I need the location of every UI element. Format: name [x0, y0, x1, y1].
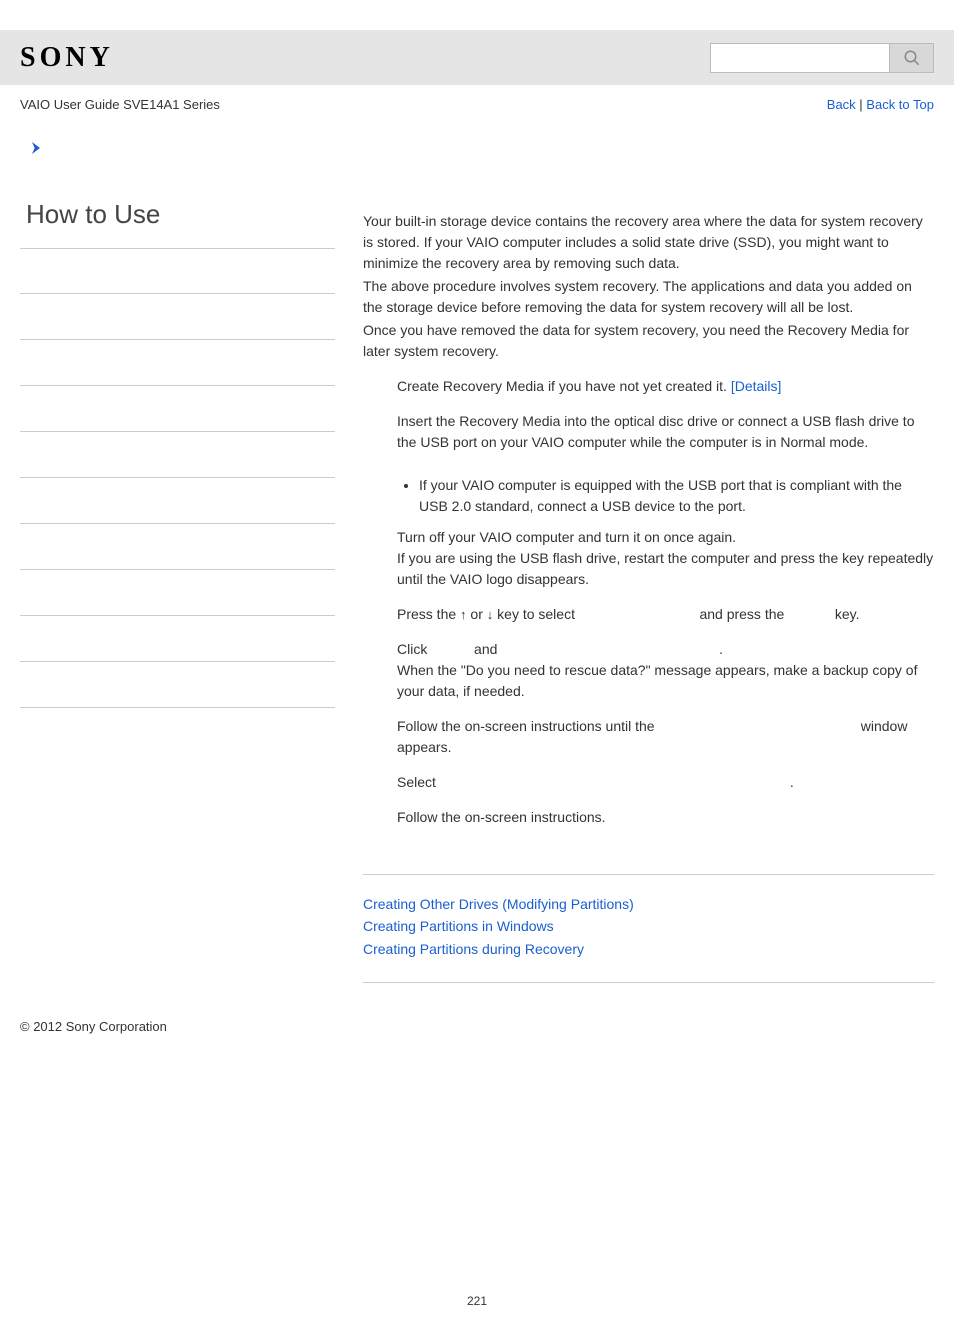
sidebar-list: [20, 248, 335, 708]
step-text: or: [467, 606, 487, 622]
sidebar-item[interactable]: [20, 248, 335, 294]
footer: © 2012 Sony Corporation: [0, 983, 954, 1034]
step-text: key.: [831, 606, 860, 622]
chevron-row: [0, 112, 954, 159]
intro-para: Once you have removed the data for syste…: [363, 320, 934, 362]
search-icon: [903, 49, 921, 67]
step-text: Click: [397, 641, 431, 657]
sidebar-item[interactable]: [20, 432, 335, 478]
step: Follow the on-screen instructions until …: [363, 712, 934, 768]
sub-bullet-item: If your VAIO computer is equipped with t…: [419, 473, 934, 519]
sidebar-item[interactable]: [20, 570, 335, 616]
chevron-right-icon: [28, 140, 44, 156]
search-wrap: [710, 43, 934, 73]
details-link[interactable]: [Details]: [731, 378, 782, 394]
sidebar-heading: How to Use: [20, 199, 335, 230]
step: Select .: [363, 768, 934, 803]
step: Create Recovery Media if you have not ye…: [363, 372, 934, 407]
related-links: Creating Other Drives (Modifying Partiti…: [363, 893, 934, 960]
sidebar-item[interactable]: [20, 616, 335, 662]
step: Follow the on-screen instructions.: [363, 803, 934, 838]
related-link[interactable]: Creating Other Drives (Modifying Partiti…: [363, 893, 934, 915]
content: Your built-in storage device contains th…: [335, 159, 934, 983]
subheader: VAIO User Guide SVE14A1 Series Back | Ba…: [0, 85, 954, 112]
step: Press the ↑ or ↓ key to select and press…: [363, 600, 934, 635]
step-text: Press the: [397, 606, 460, 622]
step: Click and . When the "Do you need to res…: [363, 635, 934, 712]
copyright: © 2012 Sony Corporation: [20, 1019, 167, 1034]
nav-links: Back | Back to Top: [827, 97, 934, 112]
sony-logo: SONY: [20, 42, 114, 74]
sub-bullet-list: If your VAIO computer is equipped with t…: [419, 473, 934, 519]
sidebar: How to Use: [20, 159, 335, 983]
step-text: Select: [397, 774, 440, 790]
breadcrumb: VAIO User Guide SVE14A1 Series: [20, 97, 220, 112]
step-gap: [431, 641, 470, 657]
sidebar-item[interactable]: [20, 478, 335, 524]
step-line: Turn off your VAIO computer and turn it …: [397, 527, 934, 548]
step-gap: [788, 606, 831, 622]
step-gap: [440, 774, 790, 790]
step-text: .: [719, 641, 723, 657]
step-text: .: [790, 774, 794, 790]
header-bar: SONY: [0, 30, 954, 85]
step-list: Create Recovery Media if you have not ye…: [363, 372, 934, 838]
step-line: If you are using the USB flash drive, re…: [397, 548, 934, 590]
back-link[interactable]: Back: [827, 97, 856, 112]
nav-separator: |: [856, 97, 867, 112]
divider: [363, 982, 934, 983]
step-text: Insert the Recovery Media into the optic…: [397, 413, 914, 450]
sidebar-item[interactable]: [20, 524, 335, 570]
intro-block: Your built-in storage device contains th…: [363, 211, 934, 362]
step-gap: [501, 641, 719, 657]
sidebar-item[interactable]: [20, 294, 335, 340]
search-button[interactable]: [890, 43, 934, 73]
sidebar-item[interactable]: [20, 662, 335, 708]
sidebar-item[interactable]: [20, 340, 335, 386]
sidebar-item[interactable]: [20, 386, 335, 432]
back-to-top-link[interactable]: Back to Top: [866, 97, 934, 112]
step-gap: [658, 718, 856, 734]
search-input[interactable]: [710, 43, 890, 73]
intro-para: The above procedure involves system reco…: [363, 276, 934, 318]
divider: [363, 874, 934, 875]
intro-para: Your built-in storage device contains th…: [363, 211, 934, 274]
step: Insert the Recovery Media into the optic…: [363, 407, 934, 463]
page-number: 221: [0, 1294, 954, 1328]
step: Turn off your VAIO computer and turn it …: [363, 523, 934, 600]
related-link[interactable]: Creating Partitions during Recovery: [363, 938, 934, 960]
step-text: When the "Do you need to rescue data?" m…: [397, 660, 934, 702]
step-text: key to select: [493, 606, 579, 622]
step-text: Create Recovery Media if you have not ye…: [397, 378, 731, 394]
step-text: and: [470, 641, 501, 657]
step-text: and press the: [696, 606, 789, 622]
main: How to Use Your built-in storage device …: [0, 159, 954, 983]
related-link[interactable]: Creating Partitions in Windows: [363, 915, 934, 937]
step-text: Follow the on-screen instructions until …: [397, 718, 658, 734]
step-gap: [579, 606, 696, 622]
